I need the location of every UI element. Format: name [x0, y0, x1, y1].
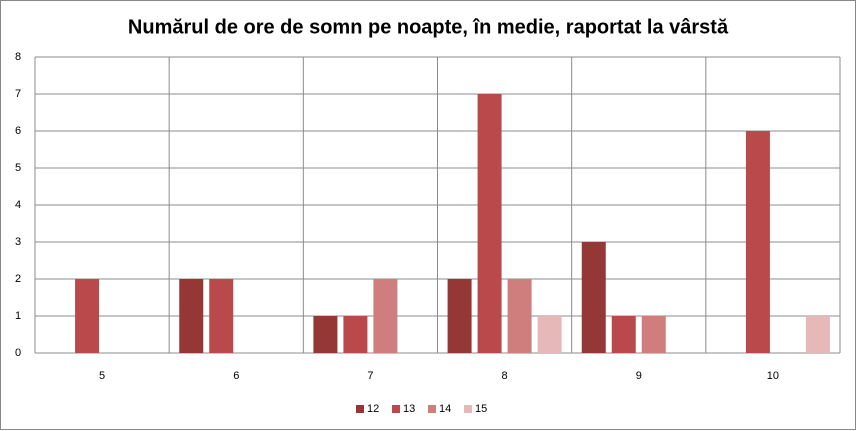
- y-tick-label: 2: [15, 273, 21, 285]
- y-tick-label: 0: [15, 347, 21, 359]
- y-tick-label: 3: [15, 236, 21, 248]
- legend-swatch: [392, 405, 400, 413]
- bar: [745, 131, 770, 353]
- bar: [477, 94, 502, 353]
- legend-label: 14: [439, 403, 451, 415]
- legend-swatch: [464, 405, 472, 413]
- x-tick-label: 9: [636, 370, 642, 382]
- y-tick-label: 8: [15, 51, 21, 63]
- bar: [805, 316, 830, 353]
- x-tick-label: 8: [502, 370, 508, 382]
- bar: [313, 316, 338, 353]
- y-tick-label: 1: [15, 310, 21, 322]
- chart-title: Numărul de ore de somn pe noapte, în med…: [128, 16, 729, 38]
- bar: [641, 316, 666, 353]
- x-tick-label: 6: [233, 370, 239, 382]
- bar: [179, 279, 204, 353]
- x-tick-label: 5: [99, 370, 105, 382]
- bar: [75, 279, 100, 353]
- y-tick-label: 7: [15, 88, 21, 100]
- bar: [507, 279, 532, 353]
- x-tick-label: 10: [767, 370, 779, 382]
- y-tick-label: 4: [15, 199, 21, 211]
- bar: [537, 316, 562, 353]
- bar: [343, 316, 368, 353]
- legend-label: 15: [475, 403, 487, 415]
- bar: [611, 316, 636, 353]
- y-tick-label: 5: [15, 162, 21, 174]
- bar: [447, 279, 472, 353]
- y-tick-label: 6: [15, 125, 21, 137]
- bar: [373, 279, 398, 353]
- bar: [581, 242, 606, 353]
- legend-swatch: [356, 405, 364, 413]
- legend-swatch: [428, 405, 436, 413]
- legend-label: 13: [403, 403, 415, 415]
- legend-label: 12: [367, 403, 379, 415]
- x-tick-label: 7: [367, 370, 373, 382]
- bar: [209, 279, 234, 353]
